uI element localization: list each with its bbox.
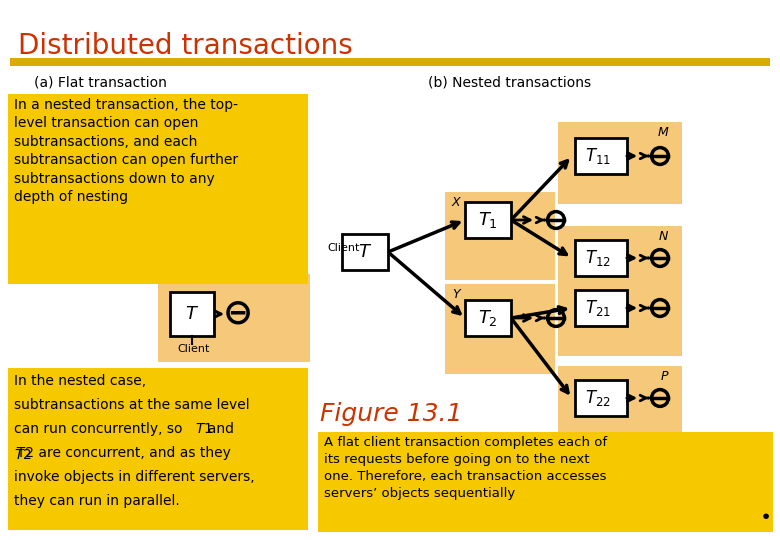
FancyBboxPatch shape xyxy=(575,290,627,326)
Text: $T$: $T$ xyxy=(358,243,372,261)
Text: $T$: $T$ xyxy=(185,305,199,323)
FancyBboxPatch shape xyxy=(465,202,511,238)
Text: In a nested transaction, the top-
level transaction can open
subtransactions, an: In a nested transaction, the top- level … xyxy=(14,98,238,204)
FancyBboxPatch shape xyxy=(575,138,627,174)
Text: $T_{22}$: $T_{22}$ xyxy=(585,388,611,408)
Text: P: P xyxy=(661,370,668,383)
Text: invoke objects in different servers,: invoke objects in different servers, xyxy=(14,470,254,484)
Text: Client: Client xyxy=(327,243,360,253)
FancyBboxPatch shape xyxy=(558,226,682,356)
Text: $T_{11}$: $T_{11}$ xyxy=(585,146,611,166)
Text: M: M xyxy=(658,126,668,139)
FancyBboxPatch shape xyxy=(558,366,682,446)
Text: X: X xyxy=(452,196,461,209)
Text: can run concurrently, so        and: can run concurrently, so and xyxy=(14,422,234,436)
Text: A flat client transaction completes each of
its requests before going on to the : A flat client transaction completes each… xyxy=(324,436,607,500)
FancyBboxPatch shape xyxy=(465,300,511,336)
Text: (a) Flat transaction: (a) Flat transaction xyxy=(34,76,166,90)
FancyBboxPatch shape xyxy=(318,432,773,532)
FancyBboxPatch shape xyxy=(575,380,627,416)
Text: $T2$: $T2$ xyxy=(14,448,32,462)
FancyBboxPatch shape xyxy=(445,284,555,374)
Text: $T1$: $T1$ xyxy=(195,422,213,436)
FancyBboxPatch shape xyxy=(342,234,388,270)
FancyBboxPatch shape xyxy=(445,192,555,280)
FancyBboxPatch shape xyxy=(170,292,214,336)
FancyBboxPatch shape xyxy=(10,58,770,66)
FancyBboxPatch shape xyxy=(558,122,682,204)
Text: $\bf{\ominus}$: $\bf{\ominus}$ xyxy=(222,297,250,331)
Text: In the nested case,: In the nested case, xyxy=(14,374,146,388)
FancyBboxPatch shape xyxy=(575,240,627,276)
Text: $T_1$: $T_1$ xyxy=(478,210,498,230)
Text: T2 are concurrent, and as they: T2 are concurrent, and as they xyxy=(14,446,231,460)
Text: (b) Nested transactions: (b) Nested transactions xyxy=(428,76,591,90)
Text: subtransactions at the same level: subtransactions at the same level xyxy=(14,398,250,412)
Text: Y: Y xyxy=(452,288,459,301)
FancyBboxPatch shape xyxy=(8,94,308,284)
Text: Client: Client xyxy=(178,344,210,354)
Text: $T_{12}$: $T_{12}$ xyxy=(585,248,611,268)
Text: $T_2$: $T_2$ xyxy=(478,308,498,328)
Text: N: N xyxy=(658,230,668,243)
Text: $\bullet$: $\bullet$ xyxy=(758,505,769,524)
Text: they can run in parallel.: they can run in parallel. xyxy=(14,494,179,508)
FancyBboxPatch shape xyxy=(158,274,310,362)
Text: $T_{21}$: $T_{21}$ xyxy=(585,298,611,318)
Text: Distributed transactions: Distributed transactions xyxy=(18,32,353,60)
FancyBboxPatch shape xyxy=(8,368,308,530)
Text: Figure 13.1: Figure 13.1 xyxy=(320,402,463,426)
